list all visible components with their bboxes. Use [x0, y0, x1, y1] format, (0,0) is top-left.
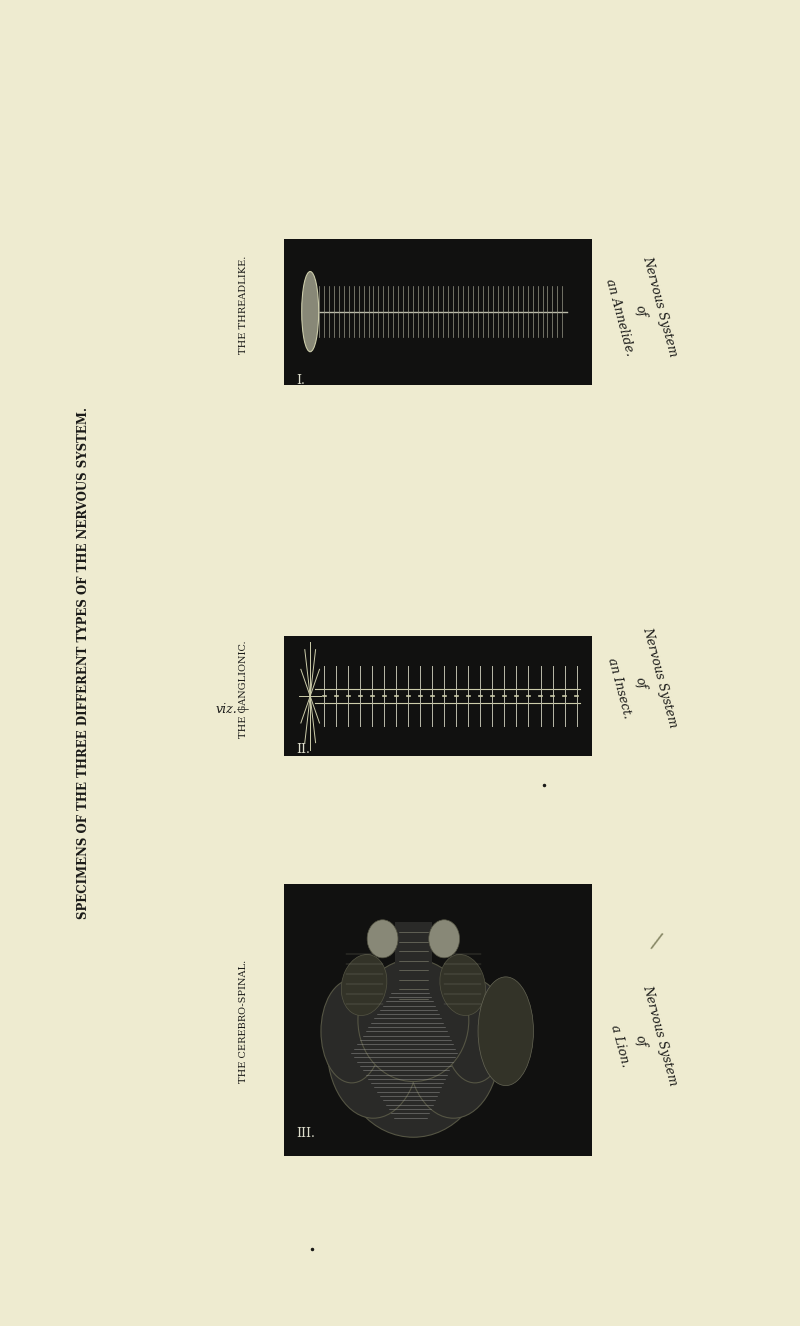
Ellipse shape — [407, 977, 499, 1118]
Ellipse shape — [444, 980, 506, 1083]
Ellipse shape — [327, 977, 419, 1118]
Ellipse shape — [429, 920, 459, 957]
Ellipse shape — [321, 980, 382, 1083]
Text: THE GANGLIONIC.: THE GANGLIONIC. — [239, 640, 249, 739]
Ellipse shape — [440, 955, 486, 1016]
Bar — [284, 636, 592, 756]
Text: THE CEREBRO-SPINAL.: THE CEREBRO-SPINAL. — [239, 960, 249, 1082]
Text: Nervous System
of
a Lion.: Nervous System of a Lion. — [600, 984, 680, 1098]
Text: Nervous System
of
an Insect.: Nervous System of an Insect. — [600, 626, 680, 740]
Text: SPECIMENS OF THE THREE DIFFERENT TYPES OF THE NERVOUS SYSTEM.: SPECIMENS OF THE THREE DIFFERENT TYPES O… — [78, 407, 90, 919]
Bar — [284, 884, 592, 1156]
Ellipse shape — [339, 969, 487, 1138]
Text: III.: III. — [296, 1127, 315, 1140]
Bar — [395, 923, 432, 998]
Ellipse shape — [342, 955, 387, 1016]
Bar — [284, 239, 592, 385]
Text: /: / — [649, 930, 663, 953]
Ellipse shape — [302, 272, 318, 351]
Text: I.: I. — [296, 374, 305, 387]
Text: viz.—: viz.— — [216, 703, 250, 716]
Ellipse shape — [478, 977, 534, 1086]
Text: THE THREADLIKE.: THE THREADLIKE. — [239, 256, 249, 354]
Text: Nervous System
of
an Annelide.: Nervous System of an Annelide. — [600, 255, 680, 369]
Text: II.: II. — [296, 743, 310, 756]
Ellipse shape — [358, 959, 469, 1082]
Ellipse shape — [367, 920, 398, 957]
